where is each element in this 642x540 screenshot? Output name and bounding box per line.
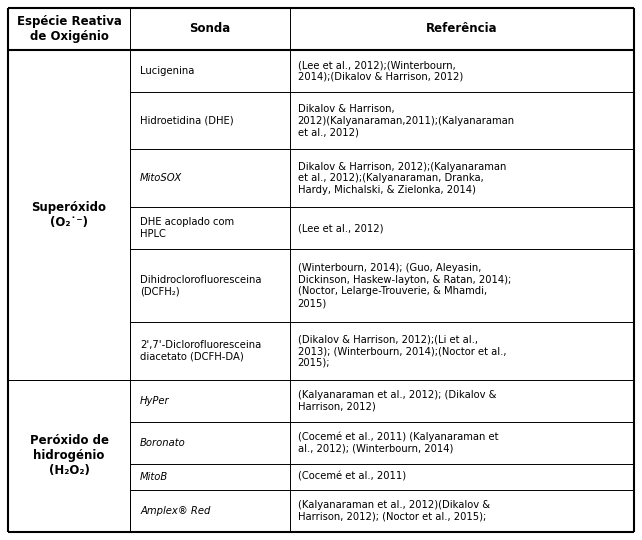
Text: Dikalov & Harrison,
2012)(Kalyanaraman,2011);(Kalyanaraman
et al., 2012): Dikalov & Harrison, 2012)(Kalyanaraman,2… [298,104,515,137]
Text: (Lee et al., 2012): (Lee et al., 2012) [298,223,383,233]
Text: (Cocemé et al., 2011): (Cocemé et al., 2011) [298,472,406,482]
Text: Hidroetidina (DHE): Hidroetidina (DHE) [140,116,234,126]
Text: (Lee et al., 2012);(Winterbourn,
2014);(Dikalov & Harrison, 2012): (Lee et al., 2012);(Winterbourn, 2014);(… [298,60,463,82]
Text: (Winterbourn, 2014); (Guo, Aleyasin,
Dickinson, Haskew-layton, & Ratan, 2014);
(: (Winterbourn, 2014); (Guo, Aleyasin, Dic… [298,264,511,308]
Text: HyPer: HyPer [140,396,169,406]
Text: Peróxido de
hidrogénio
(H₂O₂): Peróxido de hidrogénio (H₂O₂) [30,435,108,477]
Text: Superóxido
(O₂˙⁻): Superóxido (O₂˙⁻) [31,201,107,229]
Text: (Kalyanaraman et al., 2012)(Dikalov &
Harrison, 2012); (Noctor et al., 2015);: (Kalyanaraman et al., 2012)(Dikalov & Ha… [298,500,490,522]
Text: Dikalov & Harrison, 2012);(Kalyanaraman
et al., 2012);(Kalyanaraman, Dranka,
Har: Dikalov & Harrison, 2012);(Kalyanaraman … [298,161,506,195]
Text: (Dikalov & Harrison, 2012);(Li et al.,
2013); (Winterbourn, 2014);(Noctor et al.: (Dikalov & Harrison, 2012);(Li et al., 2… [298,334,506,368]
Text: Lucigenina: Lucigenina [140,66,195,76]
Text: Boronato: Boronato [140,438,186,448]
Text: Sonda: Sonda [189,23,230,36]
Text: (Cocemé et al., 2011) (Kalyanaraman et
al., 2012); (Winterbourn, 2014): (Cocemé et al., 2011) (Kalyanaraman et a… [298,432,498,454]
Text: Espécie Reativa
de Oxigénio: Espécie Reativa de Oxigénio [17,15,121,43]
Text: MitoB: MitoB [140,472,168,482]
Text: Amplex® Red: Amplex® Red [140,506,211,516]
Text: DHE acoplado com
HPLC: DHE acoplado com HPLC [140,217,234,239]
Text: 2',7'-Diclorofluoresceina
diacetato (DCFH-DA): 2',7'-Diclorofluoresceina diacetato (DCF… [140,340,261,362]
Text: Referência: Referência [426,23,498,36]
Text: (Kalyanaraman et al., 2012); (Dikalov &
Harrison, 2012): (Kalyanaraman et al., 2012); (Dikalov & … [298,390,496,411]
Text: Dihidroclorofluoresceina
(DCFH₂): Dihidroclorofluoresceina (DCFH₂) [140,275,261,296]
Text: MitoSOX: MitoSOX [140,173,182,183]
